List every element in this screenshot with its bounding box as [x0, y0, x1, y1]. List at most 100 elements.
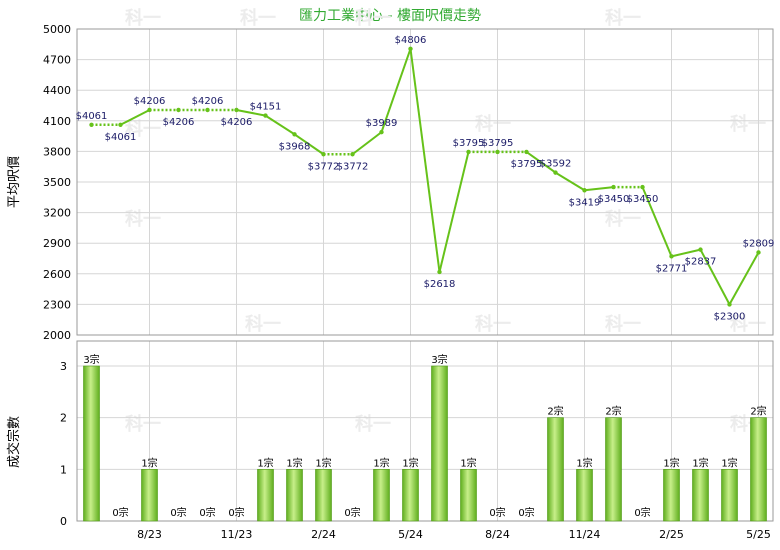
price-point	[118, 122, 123, 127]
x-tick-label: 5/25	[746, 528, 771, 541]
price-point	[379, 129, 384, 135]
price-y-tick-label: 3200	[43, 207, 71, 220]
price-data-label: $4206	[221, 117, 253, 128]
volume-data-label: 0宗	[170, 506, 186, 519]
price-data-label: $4061	[105, 132, 137, 143]
price-point	[669, 254, 674, 259]
volume-y-tick-label: 3	[60, 360, 67, 373]
price-data-label: $2837	[685, 257, 717, 268]
watermark-text: 科一	[125, 7, 161, 29]
price-point	[437, 269, 442, 275]
volume-bar	[286, 469, 303, 522]
price-line-segment	[293, 133, 325, 156]
price-point	[408, 46, 413, 51]
volume-data-label: 1宗	[373, 456, 389, 469]
price-data-label: $4806	[395, 35, 427, 46]
volume-bar	[460, 469, 477, 522]
price-line-segment	[699, 249, 731, 305]
price-point	[495, 149, 500, 155]
price-point	[727, 302, 732, 307]
price-point	[611, 184, 616, 190]
watermark-text: 科一	[605, 313, 641, 335]
volume-y-tick-label: 0	[60, 515, 67, 528]
price-data-label: $4061	[76, 111, 108, 122]
x-tick-label: 8/24	[485, 528, 510, 541]
volume-data-label: 0宗	[228, 506, 244, 519]
volume-plot-frame	[76, 340, 774, 522]
price-y-axis-label: 平均呎價	[7, 156, 22, 208]
x-tick-label: 11/24	[569, 528, 601, 541]
volume-bar	[663, 469, 680, 522]
price-y-tick-label: 2300	[43, 298, 71, 311]
price-data-label: $3795	[453, 138, 485, 149]
price-line-segment	[584, 186, 614, 192]
price-data-label: $3772	[337, 161, 369, 172]
volume-data-label: 1宗	[460, 456, 476, 469]
price-line-segment	[264, 114, 296, 136]
price-data-label: $2809	[743, 238, 775, 249]
price-line-segment	[120, 109, 150, 126]
volume-data-label: 1宗	[692, 456, 708, 469]
volume-data-label: 0宗	[489, 506, 505, 519]
volume-data-label: 3宗	[83, 353, 99, 366]
watermark-text: 科一	[475, 313, 511, 335]
price-y-tick-label: 4700	[43, 54, 71, 67]
volume-data-label: 1宗	[663, 456, 679, 469]
volume-bar	[721, 469, 738, 522]
price-data-label: $3989	[366, 118, 398, 129]
volume-data-label: 1宗	[402, 456, 418, 469]
price-data-label: $3450	[627, 194, 659, 205]
watermark-text: 科一	[245, 313, 281, 335]
price-point	[176, 107, 181, 113]
price-line-segment	[525, 151, 557, 174]
volume-bar	[692, 469, 709, 522]
price-data-label: $3592	[540, 159, 572, 170]
price-line-segment	[236, 109, 266, 117]
volume-data-label: 1宗	[721, 456, 737, 469]
price-point	[350, 152, 355, 157]
volume-data-label: 2宗	[547, 405, 563, 418]
volume-bars	[83, 365, 767, 522]
x-tick-label: 2/25	[659, 528, 684, 541]
price-point	[553, 170, 558, 175]
price-data-label: $3795	[511, 159, 543, 170]
price-y-tick-label: 4100	[43, 115, 71, 128]
price-y-tick-label: 2000	[43, 329, 71, 342]
price-line-segment	[438, 151, 470, 273]
price-points	[89, 46, 761, 307]
price-point	[582, 188, 587, 193]
volume-bar	[257, 469, 274, 522]
price-point	[263, 113, 268, 118]
price-point	[524, 149, 529, 155]
watermark-text: 科一	[605, 208, 641, 230]
chart-title: 匯力工業中心 - 樓面呎價走勢	[299, 7, 481, 24]
watermark-text: 科一	[125, 118, 161, 140]
price-point	[147, 107, 152, 113]
volume-data-label: 0宗	[518, 506, 534, 519]
watermark-text: 科一	[355, 413, 391, 435]
price-plot-frame	[76, 28, 774, 336]
volume-bar	[431, 365, 448, 522]
price-data-label: $4151	[250, 102, 282, 113]
volume-data-label: 0宗	[634, 506, 650, 519]
volume-data-label: 2宗	[750, 405, 766, 418]
price-point	[321, 152, 326, 157]
volume-y-tick-label: 1	[60, 463, 67, 476]
price-data-label: $3968	[279, 141, 311, 152]
volume-bar	[141, 469, 158, 522]
volume-y-axis-label: 成交宗數	[6, 416, 22, 468]
volume-data-label: 2宗	[605, 405, 621, 418]
watermark-text: 科一	[605, 7, 641, 29]
price-y-tick-label: 2900	[43, 237, 71, 250]
volume-bar	[750, 417, 767, 522]
price-point	[756, 250, 761, 255]
price-line-segment	[554, 171, 586, 192]
price-data-label: $4206	[163, 117, 195, 128]
volume-bar	[373, 469, 390, 522]
volume-data-label: 1宗	[141, 456, 157, 469]
price-point	[205, 107, 210, 113]
volume-bar	[315, 469, 332, 522]
price-y-ticks: 2000 2300 2600 2900 3200 3500 3800 4100 4400 4700…	[43, 23, 71, 342]
volume-bar	[605, 417, 622, 522]
